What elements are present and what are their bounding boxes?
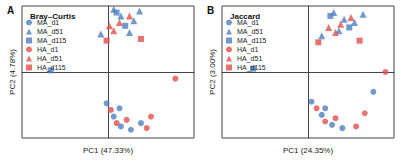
svg-text:HA_d115: HA_d115 xyxy=(237,64,266,72)
svg-text:PC2 (4.78%): PC2 (4.78%) xyxy=(8,49,17,95)
svg-text:B: B xyxy=(207,5,214,16)
svg-text:HA_d51: HA_d51 xyxy=(37,55,62,63)
svg-text:MA_d1: MA_d1 xyxy=(37,19,60,26)
svg-text:HA_d1: HA_d1 xyxy=(37,46,59,54)
svg-text:PC2 (3.00%): PC2 (3.00%) xyxy=(208,49,217,95)
svg-text:HA_d1: HA_d1 xyxy=(237,46,259,54)
svg-text:Bray–Curtis: Bray–Curtis xyxy=(30,12,76,21)
svg-text:MA_d51: MA_d51 xyxy=(37,28,63,36)
svg-text:PC1 (47.33%): PC1 (47.33%) xyxy=(83,146,134,155)
svg-text:MA_d115: MA_d115 xyxy=(237,37,267,45)
svg-text:A: A xyxy=(7,5,14,16)
svg-text:HA_d51: HA_d51 xyxy=(237,55,262,63)
svg-text:MA_d51: MA_d51 xyxy=(237,28,263,36)
svg-text:PC1 (24.35%): PC1 (24.35%) xyxy=(283,146,334,155)
svg-text:Jaccard: Jaccard xyxy=(230,12,260,21)
svg-text:MA_d115: MA_d115 xyxy=(37,37,67,45)
svg-text:MA_d1: MA_d1 xyxy=(237,19,260,26)
svg-text:HA_d115: HA_d115 xyxy=(37,64,66,72)
